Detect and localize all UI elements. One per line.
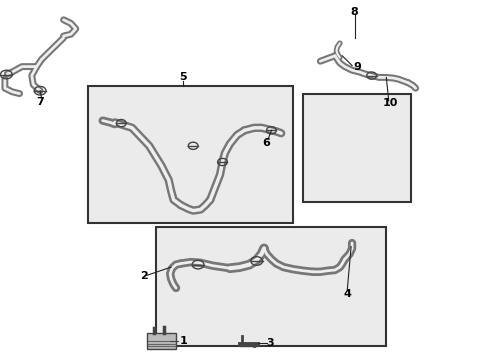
Text: 5: 5 [179, 72, 187, 82]
Bar [88, 86, 293, 223]
Text: 9: 9 [352, 62, 360, 72]
Bar [156, 227, 386, 346]
Text: 6: 6 [262, 138, 270, 148]
Text: 1: 1 [179, 336, 187, 346]
Bar [303, 94, 410, 202]
Text: 7: 7 [37, 96, 44, 107]
Text: 8: 8 [350, 6, 358, 17]
Bar [146, 333, 176, 349]
Text: 3: 3 [265, 338, 273, 348]
Text: 4: 4 [343, 289, 350, 299]
Text: 2: 2 [140, 271, 148, 281]
Text: 10: 10 [382, 98, 397, 108]
